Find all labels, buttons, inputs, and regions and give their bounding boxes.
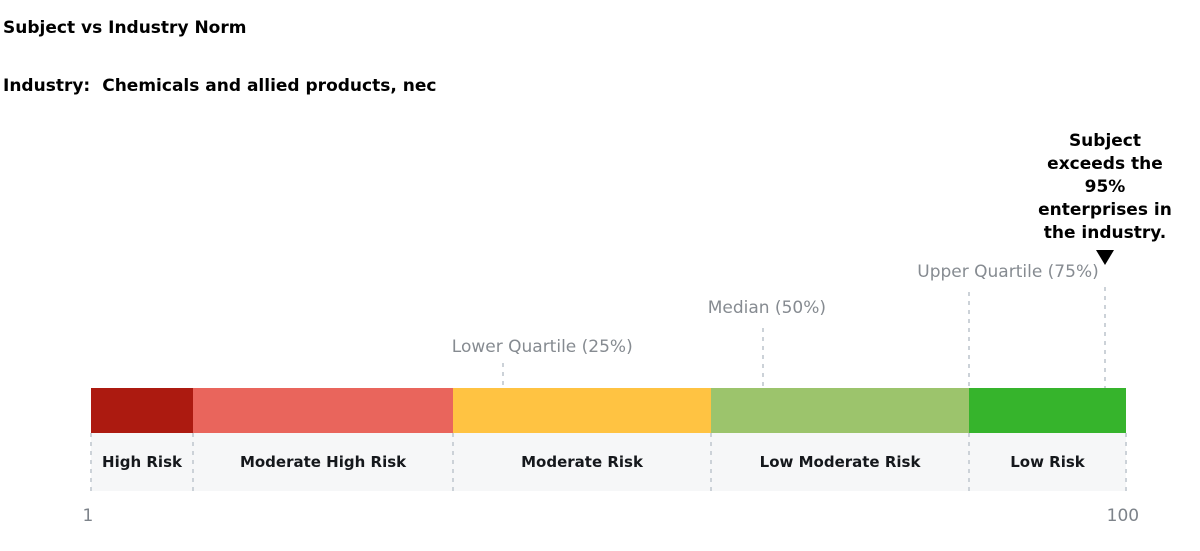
band-label: Moderate Risk bbox=[521, 453, 643, 471]
marker-line-lower-quartile bbox=[502, 363, 505, 388]
band-cell: Low Moderate Risk bbox=[711, 433, 969, 491]
marker-label-upper-quartile: Upper Quartile (75%) bbox=[917, 262, 1099, 282]
band-label: Moderate High Risk bbox=[239, 453, 407, 471]
page-title: Subject vs Industry Norm bbox=[3, 18, 247, 38]
marker-line-upper-quartile bbox=[967, 292, 970, 388]
band-label: Low Risk bbox=[1010, 453, 1085, 471]
marker-label-median: Median (50%) bbox=[707, 298, 826, 318]
subject-annotation-line: 95% bbox=[1084, 177, 1126, 197]
subject-marker-line bbox=[1103, 287, 1106, 388]
subject-annotation-line: the industry. bbox=[1043, 223, 1167, 243]
marker-label-lower-quartile: Lower Quartile (25%) bbox=[451, 337, 633, 357]
band-label: Low Moderate Risk bbox=[759, 453, 921, 471]
bar-segment-moderate-risk bbox=[453, 388, 712, 433]
band-separator bbox=[967, 433, 970, 491]
bar-segment-low-moderate-risk bbox=[711, 388, 970, 433]
band-separator bbox=[1125, 433, 1127, 491]
band-label: High Risk bbox=[102, 453, 182, 471]
axis-min-label: 1 bbox=[82, 506, 94, 526]
marker-line-median bbox=[762, 328, 765, 388]
subject-annotation-line: Subject bbox=[1068, 131, 1142, 151]
band-separator bbox=[710, 433, 713, 491]
risk-scale-bar bbox=[91, 388, 1126, 433]
band-cell: Low Risk bbox=[969, 433, 1126, 491]
band-cell: Moderate High Risk bbox=[193, 433, 453, 491]
axis-max-label: 100 bbox=[1106, 506, 1140, 526]
bar-segment-moderate-high-risk bbox=[193, 388, 454, 433]
band-cell: Moderate Risk bbox=[453, 433, 711, 491]
subject-annotation-line: exceeds the bbox=[1047, 154, 1163, 174]
bar-segment-high-risk bbox=[91, 388, 194, 433]
band-separator bbox=[192, 433, 195, 491]
band-cell: High Risk bbox=[91, 433, 193, 491]
band-separator bbox=[90, 433, 92, 491]
industry-value: Chemicals and allied products, nec bbox=[102, 76, 437, 96]
bar-segment-low-risk bbox=[969, 388, 1126, 433]
subject-annotation: Subject exceeds the 95% enterprises in t… bbox=[1017, 130, 1193, 245]
chart-plot-area: Subject exceeds the 95% enterprises in t… bbox=[82, 0, 1171, 551]
industry-label: Industry: bbox=[3, 76, 91, 96]
band-separator bbox=[452, 433, 455, 491]
down-triangle-icon bbox=[1095, 250, 1114, 265]
risk-label-band: High Risk Moderate High Risk Moderate Ri… bbox=[91, 433, 1126, 491]
industry-line: Industry: Chemicals and allied products, … bbox=[3, 76, 436, 96]
subject-annotation-line: enterprises in bbox=[1038, 200, 1172, 220]
